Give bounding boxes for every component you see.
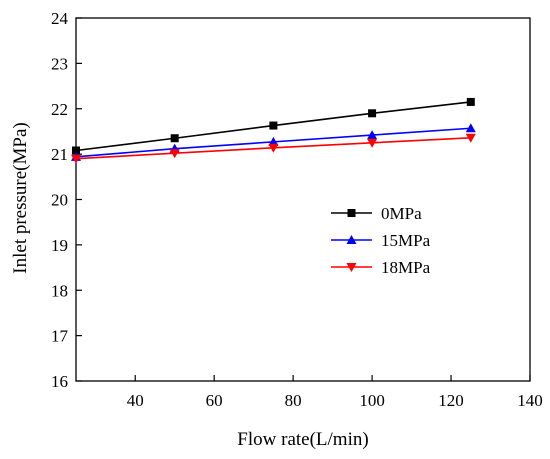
data-point [367,130,378,140]
y-tick-label: 20 [51,191,68,210]
legend-marker [347,209,356,217]
y-tick-label: 18 [51,281,68,300]
y-tick-label: 16 [51,372,68,391]
data-point [465,133,476,143]
data-point [71,154,81,164]
y-tick-label: 22 [51,100,68,119]
data-point [269,121,278,130]
legend-entry-18mpa: 18MPa [331,258,431,277]
legend-label: 18MPa [381,258,431,277]
series-group [71,97,476,164]
y-tick-label: 19 [51,236,68,255]
legend-marker [346,263,357,272]
series-18mpa [71,133,476,164]
data-point [367,138,378,148]
legend-entry-0mpa: 0MPa [331,204,422,223]
data-point [169,149,180,159]
data-point [465,123,476,133]
x-axis-label: Flow rate(L/min) [237,429,368,450]
y-tick-label: 17 [51,327,69,346]
data-point [368,109,377,118]
legend-marker [346,235,357,244]
x-tick-label: 140 [517,391,543,410]
series-0mpa [72,97,475,155]
x-tick-label: 100 [359,391,385,410]
legend-entry-15mpa: 15MPa [331,231,431,250]
legend-label: 15MPa [381,231,431,250]
data-point [268,143,279,153]
data-point [466,97,475,106]
y-tick-label: 23 [51,54,68,73]
data-point [268,136,279,146]
axes: 40 60 80 100 120 140 16 17 18 19 20 21 22 23 24 [51,9,543,410]
data-point [170,134,179,143]
y-tick-label: 24 [51,9,69,28]
x-tick-label: 80 [285,391,302,410]
x-tick-label: 120 [438,391,464,410]
legend: 0MPa 15MPa 18MPa [331,204,431,277]
data-point [72,146,80,155]
plot-frame [75,17,531,382]
legend-label: 0MPa [381,204,422,223]
y-tick-label: 21 [51,145,68,164]
x-tick-label: 60 [206,391,223,410]
y-axis-label: Inlet pressure(MPa) [10,122,31,273]
x-tick-label: 40 [127,391,144,410]
